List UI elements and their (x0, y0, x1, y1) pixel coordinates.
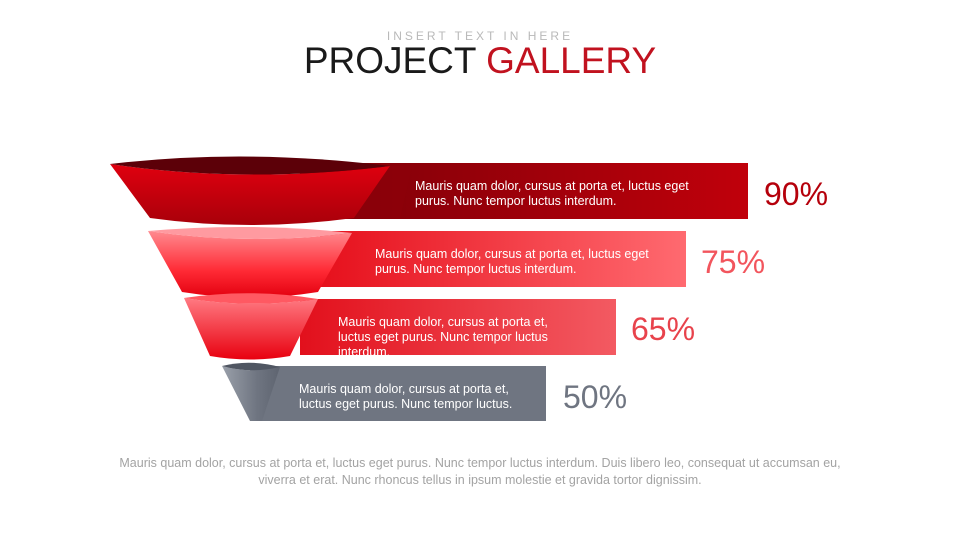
slide-subtitle: INSERT TEXT IN HERE (386, 29, 574, 43)
tier-4-percent: 50% (563, 379, 628, 415)
funnel-bars (250, 163, 748, 421)
funnel-tier-2 (148, 226, 352, 298)
tier-4-text: Mauris quam dolor, cursus at porta et, l… (299, 382, 513, 411)
funnel-tier-1 (110, 156, 412, 225)
title-accent: GALLERY (486, 40, 657, 81)
footer-text: Mauris quam dolor, cursus at porta et, l… (119, 456, 841, 487)
bar-tier-3 (300, 299, 616, 355)
bar-tier-1 (300, 163, 748, 219)
tier-2-text: Mauris quam dolor, cursus at porta et, l… (375, 247, 649, 276)
tier-1-percent: 90% (764, 176, 829, 212)
tier-1-text: Mauris quam dolor, cursus at porta et, l… (415, 179, 689, 208)
funnel-tier-3 (184, 293, 318, 360)
tier-3-percent: 65% (631, 311, 696, 347)
title-main: PROJECT (303, 40, 476, 81)
funnel-tier-4 (222, 362, 280, 421)
tier-2-percent: 75% (701, 244, 766, 280)
bar-tier-4 (250, 366, 546, 421)
tier-3-text: Mauris quam dolor, cursus at porta et, l… (338, 315, 548, 359)
slide-title: PROJECT GALLERY (0, 40, 960, 82)
bar-tier-2 (320, 231, 686, 287)
